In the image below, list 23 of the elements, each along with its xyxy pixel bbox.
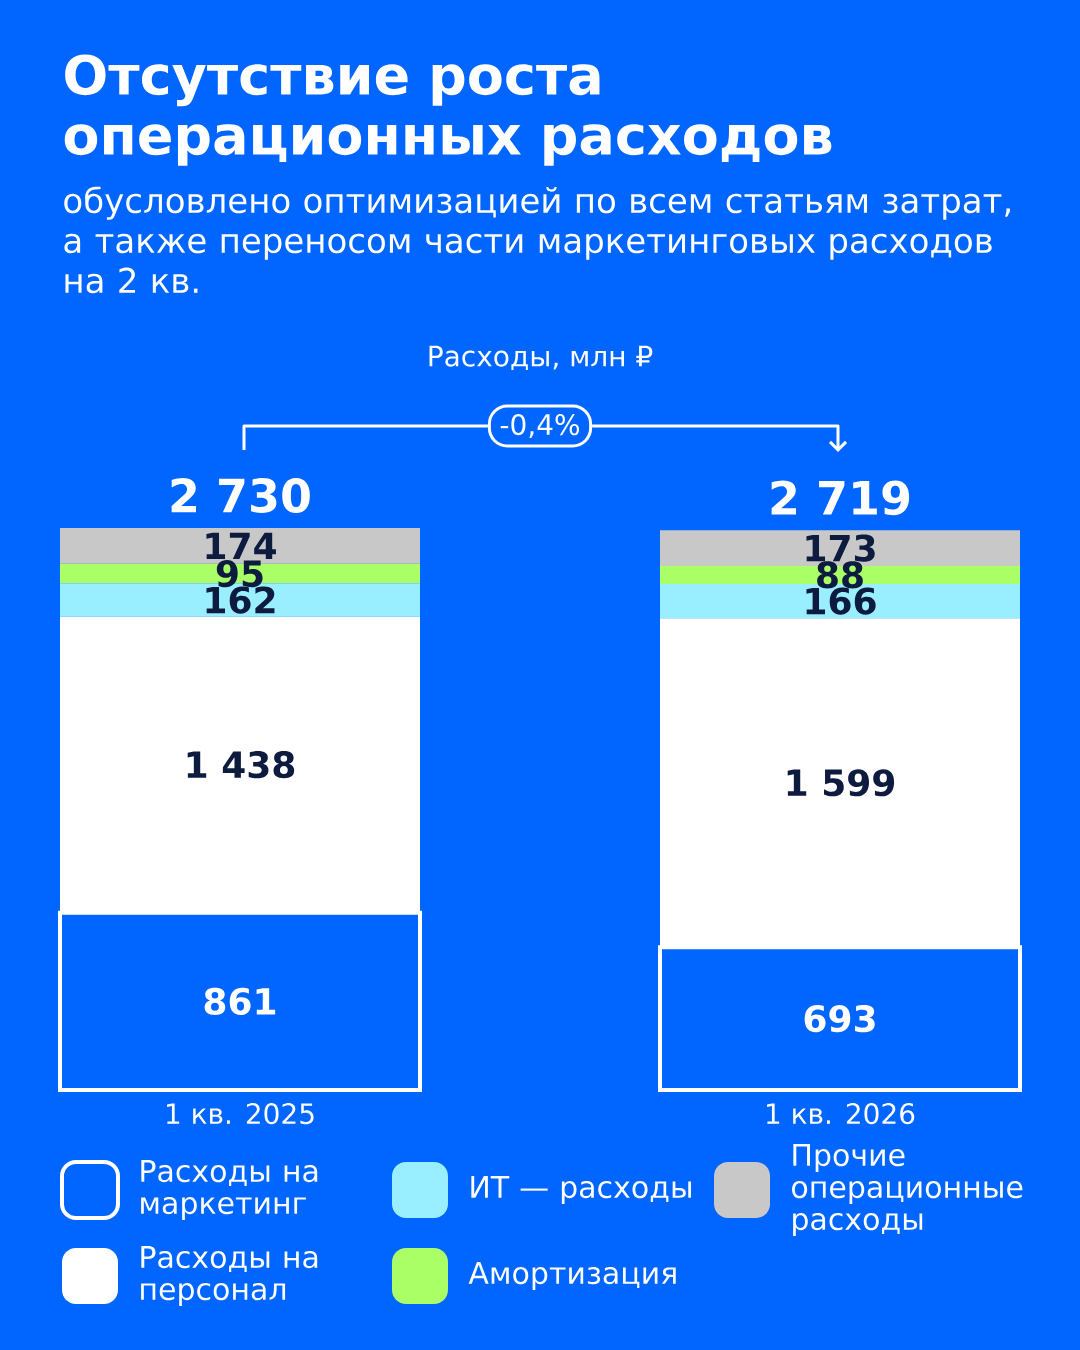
data-label: 1 599 bbox=[787, 769, 895, 797]
data-label: 174 bbox=[206, 532, 276, 560]
data-label: 88 bbox=[817, 561, 863, 589]
chart-subtitle: обусловлено оптимизацией по всем статьям затрат, а также переносом части маркетинговых расходов на 2 кв. bbox=[64, 186, 1010, 294]
data-label: 861 bbox=[204, 987, 276, 1015]
legend-label: Амортизация bbox=[468, 1261, 676, 1291]
text: Расходы, млн ₽ bbox=[429, 345, 653, 371]
legend-label: ИТ — расходы bbox=[471, 1175, 691, 1205]
x-tick-label: 1 кв. 2026 bbox=[767, 1103, 915, 1125]
total-label: 2 719 bbox=[771, 480, 910, 516]
data-label: 693 bbox=[804, 1005, 875, 1033]
data-label: 166 bbox=[806, 587, 876, 615]
total-label: 2 730 bbox=[171, 478, 310, 513]
legend-label: Расходы на персонал bbox=[141, 1245, 318, 1307]
data-label: 162 bbox=[206, 586, 275, 614]
legend-label: Расходы на маркетинг bbox=[141, 1159, 318, 1221]
data-label: 1 438 bbox=[187, 751, 295, 779]
data-label: 95 bbox=[216, 559, 263, 588]
chart-title: Отсутствие роста операционных расходов bbox=[64, 54, 832, 166]
x-tick-label: 1 кв. 2025 bbox=[167, 1103, 314, 1125]
legend-label: Прочие операционные расходы bbox=[792, 1143, 1023, 1237]
data-label: 173 bbox=[806, 534, 875, 562]
text: -0,4% bbox=[500, 413, 580, 439]
